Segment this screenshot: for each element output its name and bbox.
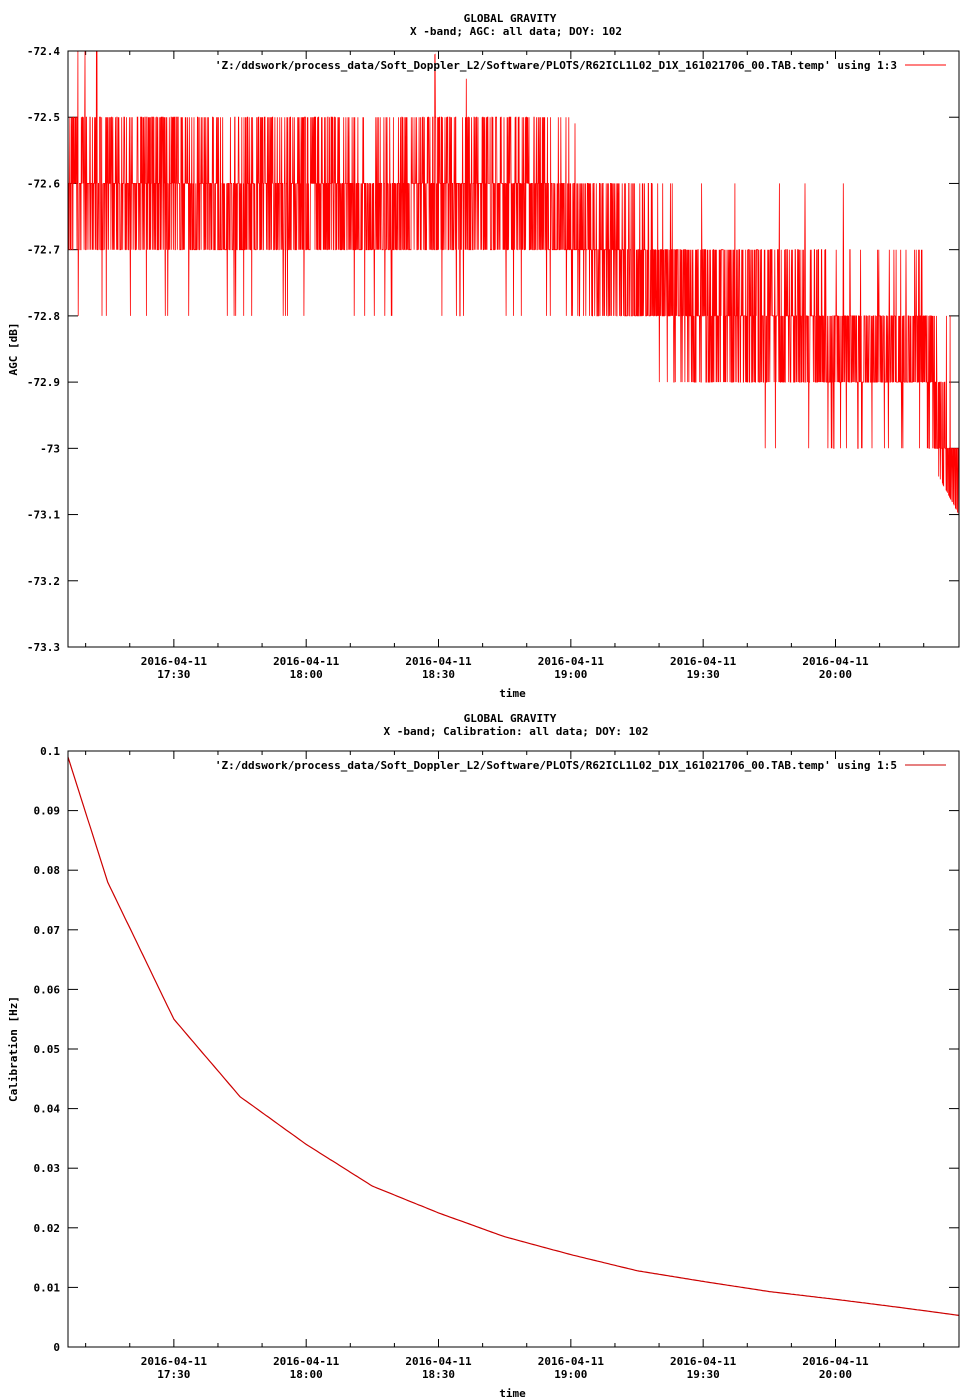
y-tick-label: 0.09 [34,805,61,818]
x-tick-time: 19:30 [687,668,720,681]
x-tick-date: 2016-04-11 [273,1355,340,1368]
chart-title: GLOBAL GRAVITY [464,712,557,725]
x-tick-date: 2016-04-11 [273,655,340,668]
x-tick-date: 2016-04-11 [670,1355,737,1368]
x-tick-time: 20:00 [819,668,852,681]
y-tick-label: 0.08 [34,864,61,877]
x-axis-label: time [499,687,526,700]
x-tick-time: 17:30 [157,1368,190,1381]
chart-title: GLOBAL GRAVITY [464,12,557,25]
y-tick-label: -72.9 [27,376,60,389]
y-tick-label: -72.4 [27,45,60,58]
y-axis-label: Calibration [Hz] [7,996,20,1102]
x-tick-time: 18:00 [290,1368,323,1381]
y-tick-label: 0.04 [34,1103,61,1116]
x-tick-time: 18:30 [422,668,455,681]
x-tick-date: 2016-04-11 [670,655,737,668]
y-tick-label: 0.05 [34,1043,61,1056]
y-tick-label: 0.01 [34,1281,61,1294]
x-tick-date: 2016-04-11 [802,655,869,668]
y-tick-label: -73.1 [27,509,60,522]
x-tick-date: 2016-04-11 [405,655,472,668]
series-group [68,756,959,1316]
y-tick-label: 0.02 [34,1222,61,1235]
y-tick-label: 0.1 [40,745,60,758]
y-tick-label: -72.5 [27,111,60,124]
legend-label: 'Z:/ddswork/process_data/Soft_Doppler_L2… [215,759,897,772]
x-tick-date: 2016-04-11 [538,1355,605,1368]
x-tick-time: 17:30 [157,668,190,681]
y-tick-label: -72.8 [27,310,60,323]
x-tick-time: 20:00 [819,1368,852,1381]
y-tick-label: -73.3 [27,641,60,654]
x-tick-time: 18:30 [422,1368,455,1381]
x-tick-time: 19:30 [687,1368,720,1381]
x-tick-date: 2016-04-11 [141,1355,208,1368]
y-tick-label: 0.07 [34,924,61,937]
y-axis-label: AGC [dB] [7,323,20,376]
plot-frame [67,750,960,1348]
series-line [68,756,959,1316]
x-tick-time: 18:00 [290,668,323,681]
legend-label: 'Z:/ddswork/process_data/Soft_Doppler_L2… [215,59,897,72]
chart-subtitle: X -band; Calibration: all data; DOY: 102 [384,725,649,738]
plot-frame [67,50,960,648]
x-tick-time: 19:00 [554,668,587,681]
y-tick-label: -72.6 [27,177,60,190]
series-group [68,51,959,515]
y-tick-label: -72.7 [27,244,60,257]
x-axis-label: time [499,1387,526,1400]
chart-subtitle: X -band; AGC: all data; DOY: 102 [410,25,622,38]
y-tick-label: 0.03 [34,1162,61,1175]
x-tick-date: 2016-04-11 [802,1355,869,1368]
y-tick-label: 0.06 [34,983,61,996]
x-tick-date: 2016-04-11 [538,655,605,668]
y-tick-label: 0 [53,1341,60,1354]
series-line [68,51,959,514]
y-tick-label: -73 [40,442,60,455]
x-tick-date: 2016-04-11 [141,655,208,668]
x-tick-date: 2016-04-11 [405,1355,472,1368]
x-tick-time: 19:00 [554,1368,587,1381]
y-tick-label: -73.2 [27,575,60,588]
